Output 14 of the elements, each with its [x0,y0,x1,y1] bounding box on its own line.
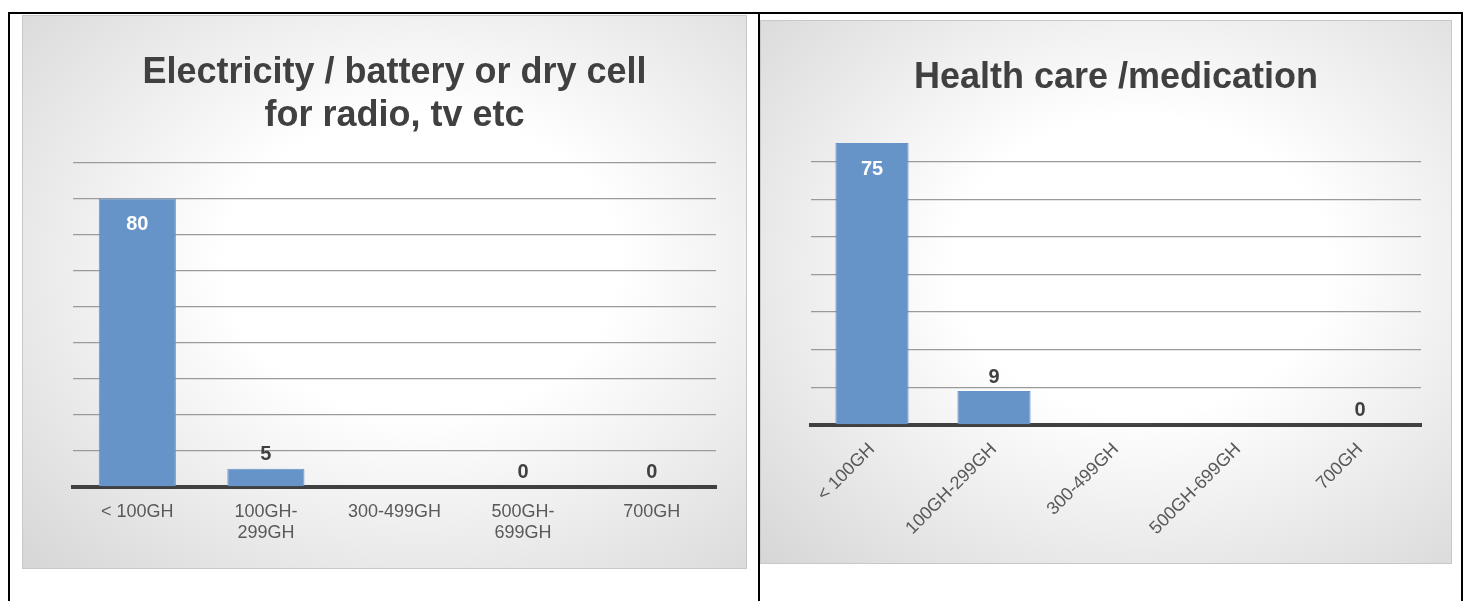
data-label: 9 [988,364,1000,387]
x-tick-label: 100GH-299GH [234,500,298,543]
chart-title: Electricity / battery or dry cell for radio, tv etc [142,49,647,134]
data-label: 5 [260,442,272,465]
x-tick-label: 300-499GH [347,500,442,521]
data-label: 75 [860,156,884,179]
x-tick-label: 700GH [623,500,681,521]
x-tick-label: < 100GH [101,500,174,521]
data-label: 0 [646,460,658,483]
chart-title: Health care /medication [913,54,1319,96]
data-label: 0 [1354,398,1366,421]
data-label: 0 [517,460,529,483]
data-label: 80 [126,211,149,234]
x-tick-label: 500GH-699GH [491,500,555,543]
